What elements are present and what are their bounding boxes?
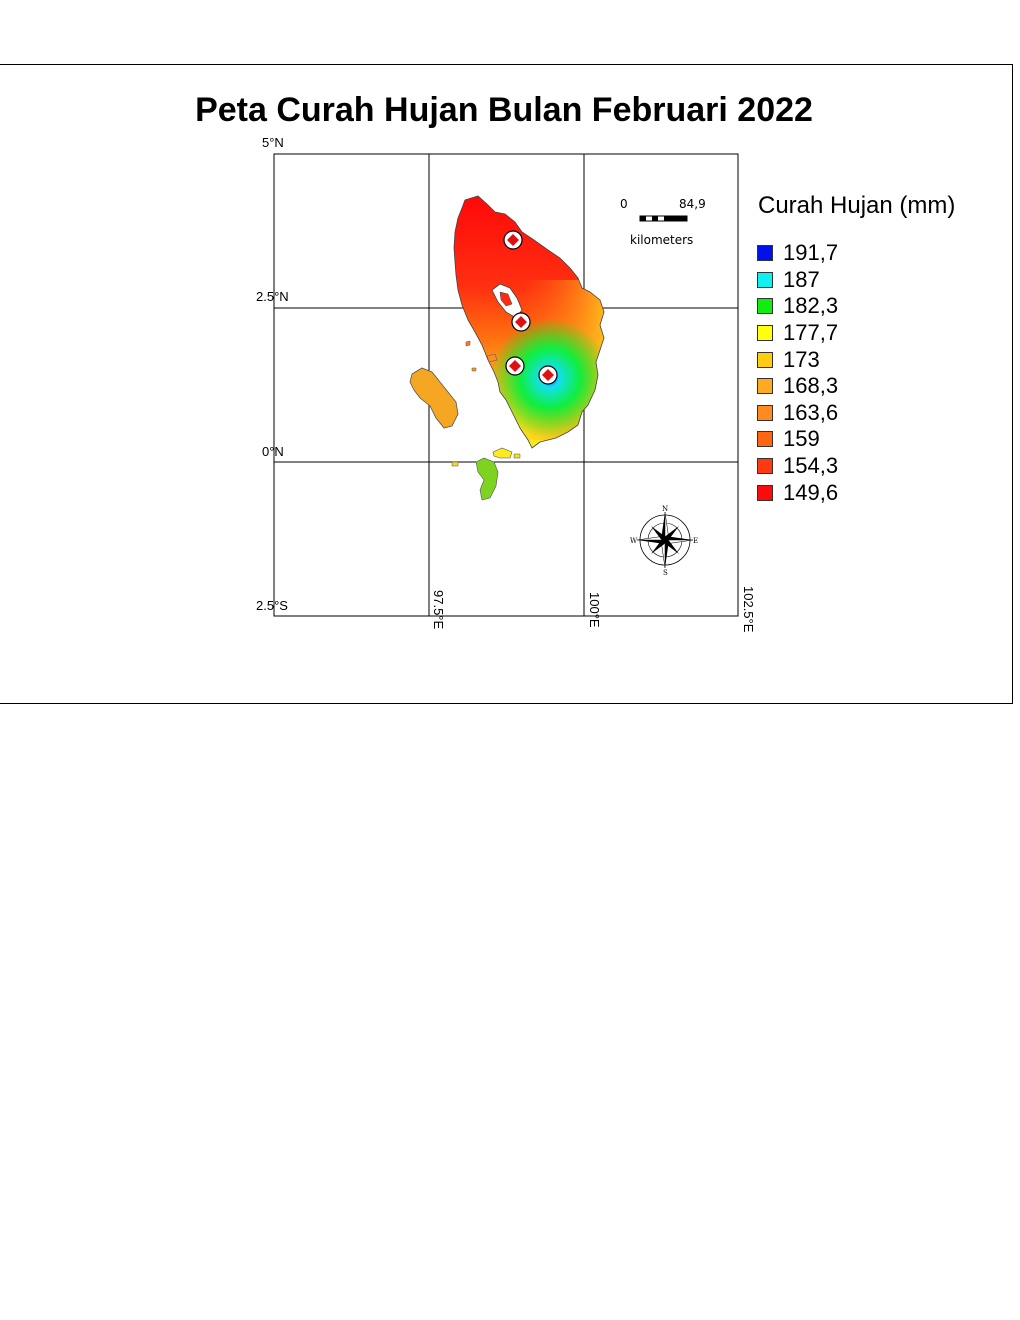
compass-w: W bbox=[630, 537, 638, 545]
legend-item: 168,3 bbox=[757, 373, 838, 400]
compass-n: N bbox=[662, 505, 668, 513]
scale-start-label: 0 bbox=[620, 197, 628, 211]
island-nias bbox=[409, 367, 459, 429]
lon-label-102-5e: 102.5°E bbox=[741, 586, 756, 633]
map-layout-frame bbox=[0, 64, 1013, 704]
compass-rose-icon: N S E W bbox=[630, 505, 698, 577]
legend-item: 163,6 bbox=[757, 400, 838, 427]
legend-label: 163,6 bbox=[783, 399, 839, 425]
legend-swatch bbox=[757, 298, 773, 315]
legend-label: 187 bbox=[783, 266, 820, 292]
legend-swatch bbox=[757, 431, 773, 448]
lat-label-5n: 5°N bbox=[262, 135, 284, 150]
legend-item: 173 bbox=[757, 346, 838, 373]
lake-toba bbox=[491, 283, 523, 319]
legend-item: 191,7 bbox=[757, 240, 838, 267]
legend-swatch bbox=[757, 325, 773, 342]
legend-label: 191,7 bbox=[783, 240, 839, 266]
island-small bbox=[471, 367, 477, 372]
station-marker[interactable] bbox=[505, 356, 525, 376]
legend-title: Curah Hujan (mm) bbox=[758, 192, 956, 219]
station-marker[interactable] bbox=[503, 230, 523, 250]
lat-label-2-5s: 2.5°S bbox=[256, 598, 288, 613]
lon-label-100e: 100°E bbox=[587, 592, 602, 628]
scale-unit-label: kilometers bbox=[630, 233, 693, 247]
legend-label: 182,3 bbox=[783, 293, 839, 319]
map-title: Peta Curah Hujan Bulan Februari 2022 bbox=[195, 91, 813, 129]
scale-bar: 0 84,9 kilometers bbox=[620, 197, 706, 247]
lat-label-2-5n: 2.5°N bbox=[256, 289, 289, 304]
legend-item: 154,3 bbox=[757, 453, 838, 480]
scale-end-label: 84,9 bbox=[679, 197, 706, 211]
legend-swatch bbox=[757, 458, 773, 475]
legend-swatch bbox=[757, 378, 773, 395]
legend-label: 154,3 bbox=[783, 453, 839, 479]
station-marker[interactable] bbox=[511, 312, 531, 332]
legend-list: 191,7 187 182,3 177,7 173 168,3 163,6 15… bbox=[757, 240, 838, 506]
legend-label: 149,6 bbox=[783, 479, 839, 505]
legend-swatch bbox=[757, 245, 773, 262]
island-small bbox=[486, 353, 498, 363]
island-batu bbox=[492, 447, 513, 459]
legend-swatch bbox=[757, 484, 773, 501]
lat-label-0n: 0°N bbox=[262, 444, 284, 459]
station-marker[interactable] bbox=[538, 365, 558, 385]
legend-item: 182,3 bbox=[757, 293, 838, 320]
compass-s: S bbox=[663, 569, 668, 577]
map-data-frame bbox=[273, 153, 739, 617]
legend-swatch bbox=[757, 351, 773, 368]
island-batu bbox=[513, 453, 521, 459]
legend-swatch bbox=[757, 404, 773, 421]
legend-swatch bbox=[757, 271, 773, 288]
compass-e: E bbox=[693, 537, 698, 545]
legend-item: 159 bbox=[757, 426, 838, 453]
legend-label: 159 bbox=[783, 426, 820, 452]
legend-item: 149,6 bbox=[757, 479, 838, 506]
lon-label-97-5e: 97.5°E bbox=[431, 590, 446, 630]
legend-label: 177,7 bbox=[783, 320, 839, 346]
island-batu bbox=[451, 461, 459, 467]
legend-label: 173 bbox=[783, 346, 820, 372]
island-batu bbox=[475, 457, 499, 501]
map-canvas: 5°N 2.5°N 0°N 2.5°S 97.5°E 100°E 102.5°E bbox=[256, 135, 756, 633]
legend-label: 168,3 bbox=[783, 373, 839, 399]
legend-item: 187 bbox=[757, 267, 838, 294]
island-small bbox=[465, 340, 471, 347]
legend-item: 177,7 bbox=[757, 320, 838, 347]
